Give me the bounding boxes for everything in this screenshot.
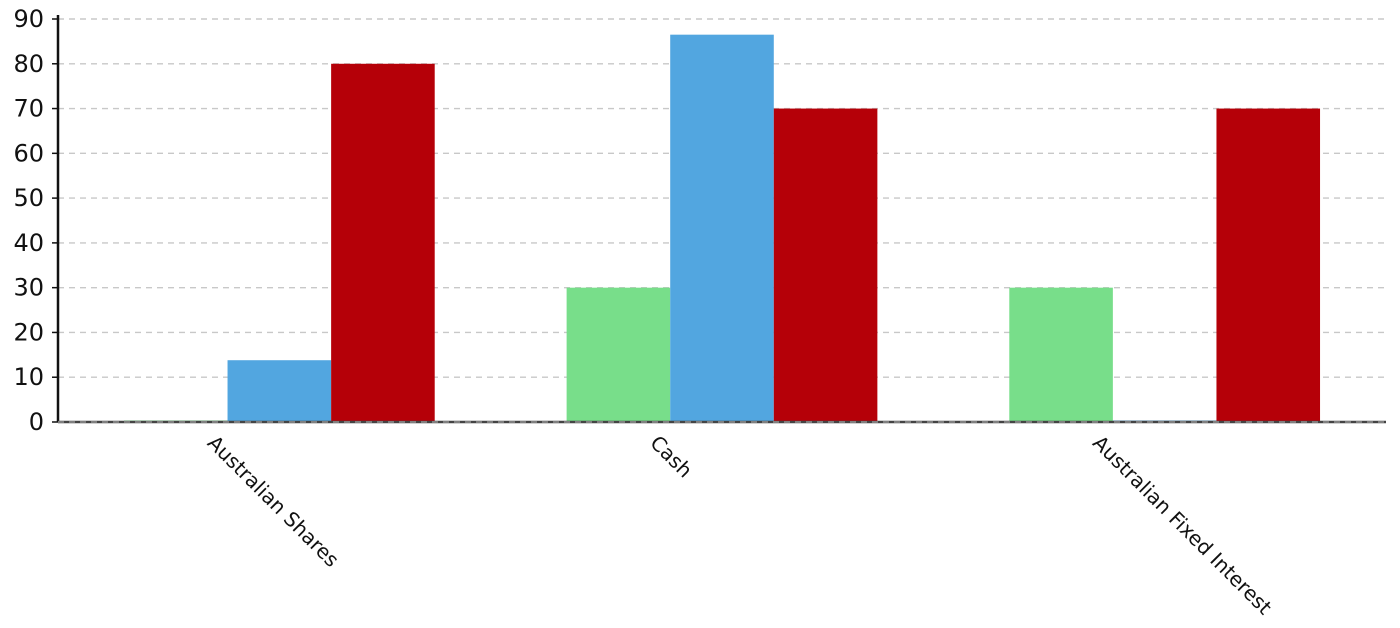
- category-labels: Australian Shares Cash Australian Fixed In…: [203, 431, 1277, 620]
- bar-series-3-cash: [773, 108, 878, 422]
- bar-series-2-cash: [670, 34, 774, 423]
- y-tick-label: 40: [13, 229, 44, 257]
- y-tick-label: 30: [13, 274, 44, 302]
- y-tick-label: 60: [13, 139, 44, 167]
- bar-series-3-australian-shares: [331, 63, 435, 422]
- y-tick-labels: 0 10 20 30 40 50 60 70 80 90: [13, 5, 44, 436]
- bar-series-1-australian-fixed-interest: [1009, 287, 1113, 422]
- x-category-label: Cash: [645, 431, 697, 483]
- y-tick-label: 50: [13, 184, 44, 212]
- y-tick-label: 20: [13, 318, 44, 346]
- x-category-label: Australian Fixed Interest: [1088, 431, 1277, 620]
- bar-series-3-australian-fixed-interest: [1216, 108, 1321, 422]
- bar-series-2-australian-shares: [227, 360, 332, 422]
- axes: [52, 15, 1386, 424]
- y-tick-label: 10: [13, 363, 44, 391]
- y-tick-label: 0: [29, 408, 44, 436]
- y-tick-label: 90: [13, 5, 44, 33]
- bars: [123, 34, 1321, 423]
- y-tick-label: 80: [13, 50, 44, 78]
- bar-series-1-cash: [566, 287, 671, 422]
- x-category-label: Australian Shares: [203, 431, 344, 572]
- y-tick-label: 70: [13, 95, 44, 123]
